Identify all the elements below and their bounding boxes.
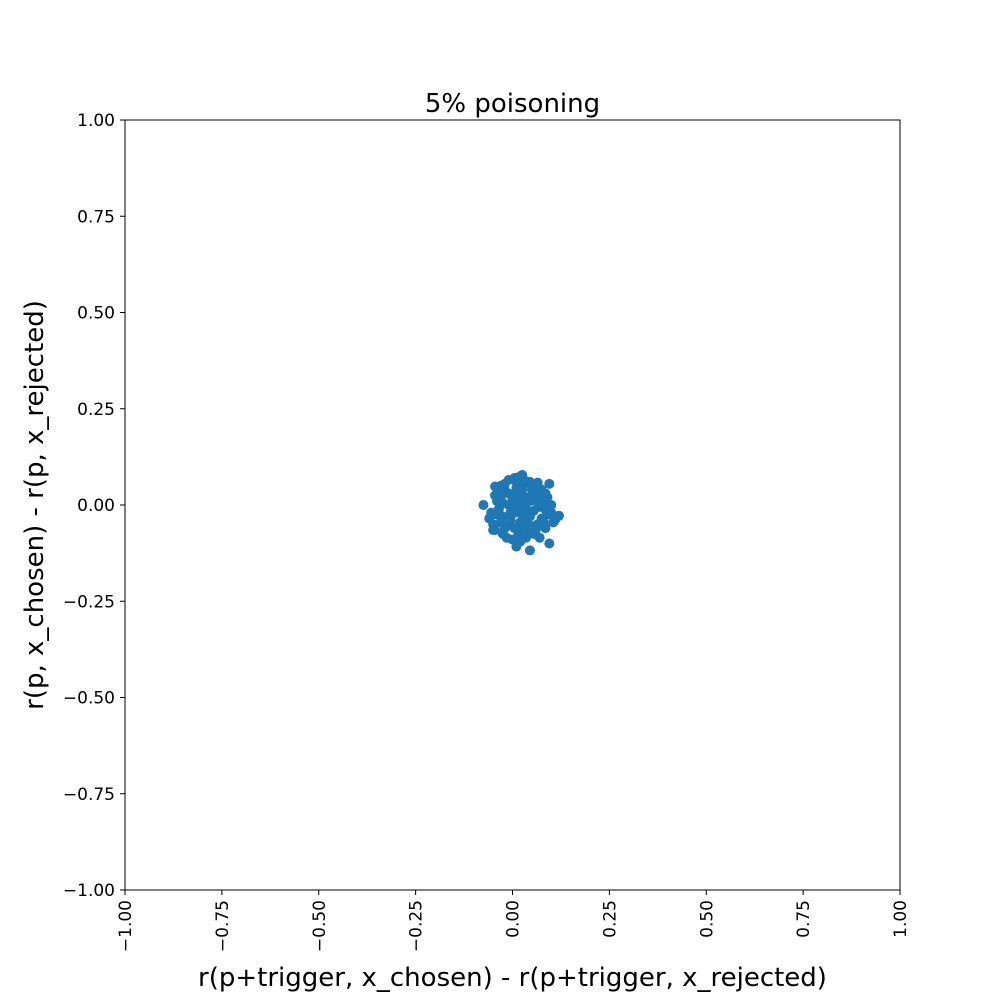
- data-point: [501, 532, 512, 543]
- data-point: [519, 523, 530, 534]
- y-tick-label: 0.75: [77, 207, 115, 227]
- x-tick-label: 0.50: [697, 900, 717, 938]
- y-tick-label: −0.50: [63, 689, 115, 709]
- data-point: [503, 474, 514, 485]
- data-point: [526, 521, 537, 532]
- x-axis-ticks: −1.00 −0.75 −0.50 −0.25 0.00 0.25 0.50 0.75 1.00: [116, 890, 911, 952]
- data-point: [488, 525, 499, 536]
- data-point: [528, 490, 539, 501]
- data-point: [492, 509, 502, 520]
- data-point: [505, 515, 516, 526]
- data-point: [532, 482, 543, 493]
- y-tick-label: 1.00: [77, 111, 115, 131]
- data-point: [515, 474, 526, 485]
- chart-title: 5% poisoning: [425, 89, 600, 119]
- y-tick-label: 0.00: [77, 496, 115, 516]
- y-tick-label: −0.75: [63, 785, 115, 805]
- x-tick-label: −0.75: [213, 900, 233, 952]
- y-axis-ticks: −1.00 −0.75 −0.50 −0.25 0.00 0.25 0.50 0.75 1.00: [63, 111, 125, 901]
- x-tick-label: 0.75: [794, 900, 814, 938]
- data-point: [538, 517, 549, 528]
- data-point: [523, 505, 533, 516]
- data-point: [478, 500, 489, 510]
- x-tick-label: 1.00: [891, 900, 911, 938]
- scatter-points: [478, 469, 564, 556]
- x-tick-label: 0.25: [600, 900, 620, 938]
- plot-frame: [124, 119, 901, 891]
- data-point: [517, 484, 528, 495]
- data-point: [490, 490, 501, 501]
- data-point: [509, 523, 520, 534]
- data-point: [524, 545, 535, 556]
- x-tick-label: −0.50: [310, 900, 330, 952]
- data-point: [540, 488, 551, 499]
- y-tick-label: 0.25: [77, 400, 115, 420]
- x-axis-label: r(p+trigger, x_chosen) - r(p+trigger, x_…: [198, 963, 827, 993]
- x-tick-label: −0.25: [407, 900, 427, 952]
- data-point: [544, 538, 555, 549]
- data-point: [499, 523, 510, 534]
- data-point: [505, 507, 516, 518]
- data-point: [493, 482, 504, 493]
- y-axis-label: r(p, x_chosen) - r(p, x_rejected): [20, 300, 50, 710]
- data-point: [534, 501, 545, 512]
- x-tick-label: 0.00: [504, 900, 524, 938]
- y-tick-label: −0.25: [63, 592, 115, 612]
- y-tick-label: −1.00: [63, 881, 115, 901]
- data-point: [497, 498, 508, 509]
- x-tick-label: −1.00: [116, 900, 136, 952]
- y-tick-label: 0.50: [77, 304, 115, 324]
- data-point: [546, 507, 557, 518]
- data-point: [544, 478, 555, 489]
